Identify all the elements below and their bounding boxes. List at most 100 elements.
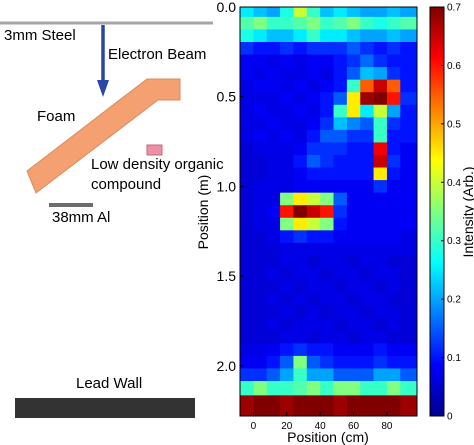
heatmap-cell: [320, 79, 334, 93]
heatmap-cell: [360, 343, 374, 357]
y-axis-ticks: 0.0 0.5 1.0 1.5 2.0: [217, 0, 244, 374]
heatmap-cell: [280, 395, 294, 417]
heatmap-cell: [320, 343, 334, 357]
y-tick-label: 0.0: [217, 0, 237, 15]
heatmap-cell: [253, 129, 268, 143]
heatmap-cell: [240, 305, 254, 319]
heatmap-cell: [320, 242, 334, 256]
heatmap-cell: [240, 129, 254, 143]
heatmap-cell: [346, 192, 361, 206]
heatmap-cell: [306, 343, 321, 357]
heatmap-cell: [373, 67, 388, 81]
heatmap-cell: [386, 242, 401, 256]
heatmap-cell: [240, 381, 254, 396]
heatmap-cell: [240, 217, 254, 231]
heatmap-cell: [333, 293, 348, 307]
heatmap-cell: [320, 104, 334, 118]
beam-label: Electron Beam: [108, 46, 207, 63]
heatmap-cell: [360, 92, 374, 106]
heatmap-cell: [253, 368, 268, 382]
heatmap-cell: [400, 355, 418, 369]
heatmap-cell: [240, 104, 254, 118]
heatmap-cell: [280, 180, 294, 194]
heatmap-cell: [240, 330, 254, 344]
heatmap-cell: [360, 192, 374, 206]
heatmap-cell: [280, 154, 294, 168]
heatmap-cell: [253, 192, 268, 206]
x-tick-label: 60: [348, 421, 360, 432]
heatmap-cell: [240, 355, 254, 369]
x-tick-label: 80: [381, 421, 393, 432]
heatmap-cell: [360, 255, 374, 269]
heatmap-cell: [293, 217, 308, 231]
heatmap-cell: [400, 167, 418, 181]
heatmap-cell: [333, 92, 348, 106]
heatmap-cell: [306, 167, 321, 181]
heatmap-cell: [253, 7, 268, 18]
heatmap-cell: [386, 129, 401, 143]
heatmap-cell: [386, 318, 401, 332]
heatmap-cell: [240, 154, 254, 168]
heatmap-cell: [360, 167, 374, 181]
heatmap-cell: [320, 217, 334, 231]
heatmap-cell: [293, 16, 308, 30]
heatmap-cell: [293, 381, 308, 396]
heatmap-cell: [373, 381, 388, 396]
heatmap-cell: [360, 293, 374, 307]
heatmap-cell: [333, 381, 348, 396]
heatmap-cell: [306, 355, 321, 369]
heatmap-cell: [293, 180, 308, 194]
heatmap-cell: [293, 230, 308, 244]
heatmap-cell: [266, 29, 281, 43]
heatmap-cell: [253, 67, 268, 81]
heatmap-cell: [266, 16, 281, 30]
colorbar: [429, 6, 445, 417]
heatmap-cell: [373, 129, 388, 143]
heatmap-cell: [400, 381, 418, 396]
heatmap-cell: [266, 395, 281, 417]
heatmap-cell: [360, 355, 374, 369]
lead-wall-label: Lead Wall: [76, 375, 143, 392]
heatmap-cell: [306, 142, 321, 156]
heatmap-cell: [293, 129, 308, 143]
heatmap-cell: [400, 368, 418, 382]
heatmap-cell: [320, 305, 334, 319]
heatmap-cell: [400, 16, 418, 30]
heatmap-cell: [346, 41, 361, 55]
heatmap-cell: [373, 7, 388, 18]
colorbar-label: Intensity (Arb.): [460, 166, 474, 257]
heatmap-cell: [386, 381, 401, 396]
heatmap-cell: [373, 343, 388, 357]
heatmap-cell: [400, 293, 418, 307]
heatmap-cell: [360, 268, 374, 281]
heatmap-cell: [293, 343, 308, 357]
heatmap-cell: [333, 54, 348, 68]
aluminium-plate: [49, 203, 93, 207]
heatmap-cell: [293, 242, 308, 256]
foam-label: Foam: [37, 108, 76, 125]
heatmap-cell: [320, 54, 334, 68]
heatmap-cell: [306, 217, 321, 231]
heatmap-cell: [386, 192, 401, 206]
colorbar-tick-label: 0.3: [447, 236, 461, 247]
heatmap-cell: [360, 280, 374, 294]
foam-block: [26, 78, 181, 194]
heatmap-cell: [306, 230, 321, 244]
heatmap-cell: [346, 79, 361, 93]
heatmap-cell: [346, 355, 361, 369]
plot-frame: [239, 6, 418, 417]
heatmap-cell: [266, 217, 281, 231]
heatmap-cell: [253, 217, 268, 231]
heatmap-cell: [306, 29, 321, 43]
heatmap-cell: [253, 154, 268, 168]
heatmap-cell: [333, 104, 348, 118]
heatmap-cell: [266, 280, 281, 294]
heatmap-cell: [240, 54, 254, 68]
heatmap-cell: [280, 343, 294, 357]
heatmap-cell: [373, 29, 388, 43]
heatmap-cell: [346, 104, 361, 118]
colorbar-tick-label: 0.2: [447, 295, 461, 306]
heatmap-cell: [253, 230, 268, 244]
heatmap-cell: [400, 79, 418, 93]
heatmap-cell: [320, 154, 334, 168]
